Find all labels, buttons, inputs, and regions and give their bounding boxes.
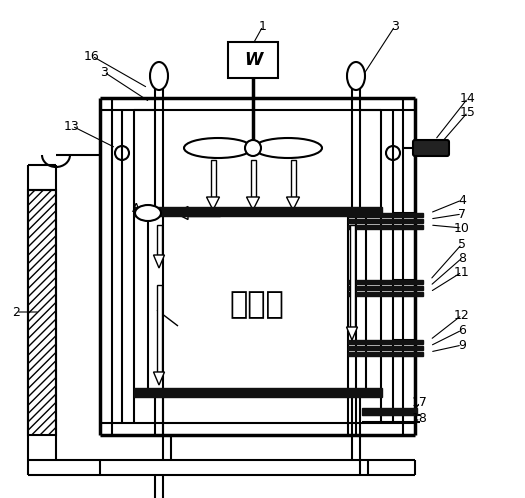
Text: 8: 8 bbox=[458, 251, 466, 264]
Polygon shape bbox=[247, 197, 259, 210]
Text: 3: 3 bbox=[391, 19, 399, 32]
Text: 17: 17 bbox=[412, 395, 428, 408]
Bar bbox=[350, 225, 354, 327]
Bar bbox=[250, 160, 256, 197]
Text: 15: 15 bbox=[460, 106, 476, 119]
Bar bbox=[348, 280, 423, 284]
Bar bbox=[156, 225, 162, 255]
Polygon shape bbox=[346, 327, 358, 340]
Ellipse shape bbox=[245, 140, 261, 156]
Text: 1: 1 bbox=[259, 19, 267, 32]
Text: 9: 9 bbox=[458, 339, 466, 352]
Text: 11: 11 bbox=[454, 265, 470, 278]
Text: 4: 4 bbox=[458, 194, 466, 207]
Bar bbox=[148, 213, 366, 393]
Ellipse shape bbox=[150, 62, 168, 90]
Bar bbox=[348, 352, 423, 356]
Polygon shape bbox=[153, 255, 164, 268]
Polygon shape bbox=[287, 197, 299, 210]
Text: 2: 2 bbox=[12, 305, 20, 319]
Text: 14: 14 bbox=[460, 92, 476, 105]
Bar bbox=[362, 408, 417, 415]
Bar bbox=[156, 285, 162, 372]
Bar bbox=[348, 213, 423, 217]
Polygon shape bbox=[175, 207, 188, 220]
Bar bbox=[188, 211, 220, 216]
Text: W: W bbox=[244, 51, 262, 69]
Text: 6: 6 bbox=[458, 324, 466, 337]
Polygon shape bbox=[206, 197, 219, 210]
Ellipse shape bbox=[254, 138, 322, 158]
Bar bbox=[134, 388, 382, 397]
Bar bbox=[348, 219, 423, 223]
Bar bbox=[228, 42, 278, 78]
FancyBboxPatch shape bbox=[413, 140, 449, 156]
Text: 10: 10 bbox=[454, 222, 470, 235]
Text: 3: 3 bbox=[100, 66, 108, 79]
Polygon shape bbox=[153, 372, 164, 385]
Bar bbox=[348, 225, 423, 229]
Bar bbox=[28, 190, 56, 435]
Text: 18: 18 bbox=[412, 411, 428, 424]
Bar bbox=[290, 160, 296, 197]
Ellipse shape bbox=[184, 138, 252, 158]
Text: A: A bbox=[132, 202, 140, 215]
Text: 16: 16 bbox=[84, 49, 100, 63]
Bar bbox=[152, 72, 166, 80]
Ellipse shape bbox=[135, 205, 161, 221]
Ellipse shape bbox=[347, 62, 365, 90]
Text: 13: 13 bbox=[64, 120, 80, 132]
Bar bbox=[348, 346, 423, 350]
Text: 工作区: 工作区 bbox=[229, 290, 285, 320]
Bar bbox=[348, 286, 423, 290]
Text: 5: 5 bbox=[458, 238, 466, 250]
Bar bbox=[134, 207, 382, 216]
Bar bbox=[211, 160, 215, 197]
Bar bbox=[348, 292, 423, 296]
Text: 7: 7 bbox=[458, 208, 466, 221]
Text: 12: 12 bbox=[454, 308, 470, 322]
Bar bbox=[348, 340, 423, 344]
